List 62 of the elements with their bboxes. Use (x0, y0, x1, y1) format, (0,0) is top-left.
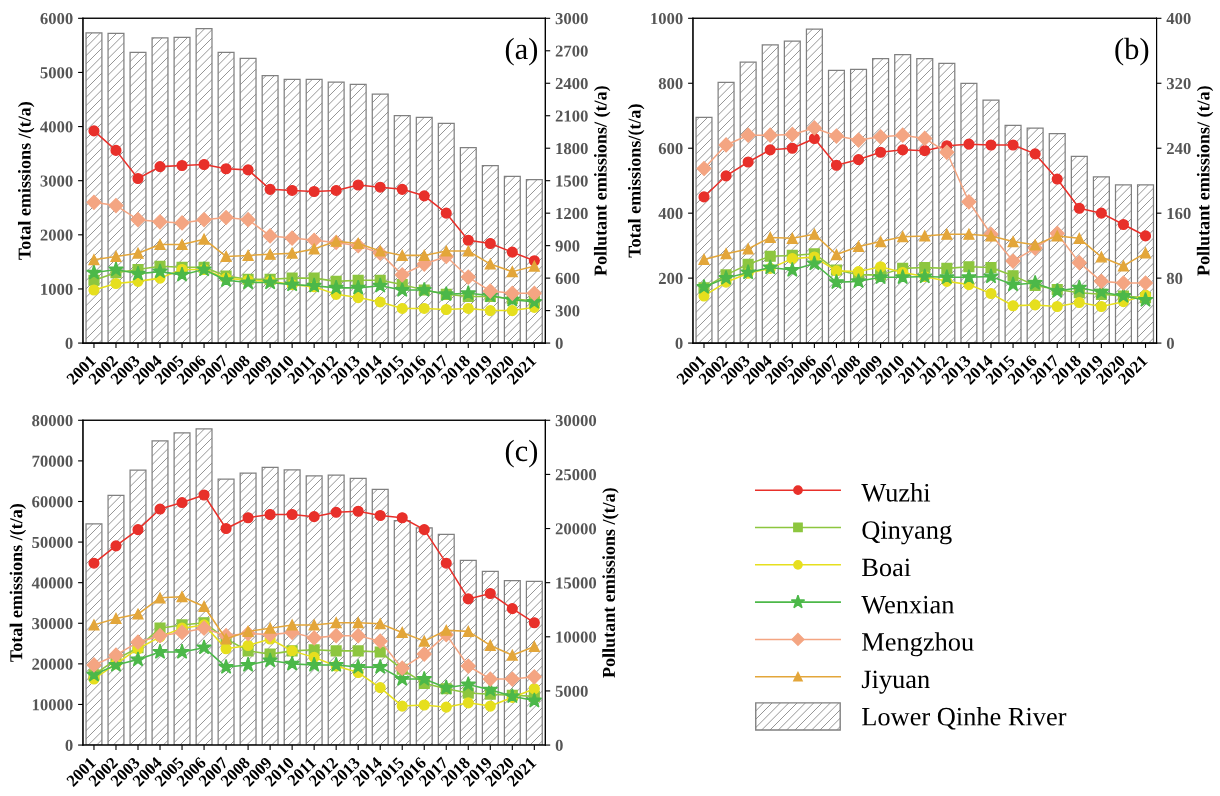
y-tick-label: 600 (658, 142, 683, 155)
y2-tick-label: 900 (555, 240, 580, 252)
y-axis-title: Total emissions/(t/a) (627, 104, 645, 258)
y2-tick-label: 0 (1166, 337, 1174, 350)
annotation: (c) (505, 439, 538, 468)
y2-tick-label: 160 (1167, 207, 1191, 220)
y2-tick-label: 20000 (555, 523, 597, 535)
y2-tick-label: 2700 (555, 45, 588, 57)
y-tick-label: 3000 (40, 175, 73, 187)
legend-label: Lower Qinhe River (862, 707, 1067, 730)
y2-axis-title: Pollutant emissions/ (t/a) (593, 86, 611, 276)
y-tick-label: 0 (65, 337, 73, 350)
y-tick-label: 2000 (40, 229, 73, 241)
y-tick-label: 1000 (651, 13, 683, 25)
y2-tick-label: 25000 (555, 469, 597, 481)
y2-tick-label: 400 (1166, 13, 1191, 25)
legend-label: Jiyuan (861, 670, 930, 694)
legend-label: Wenxian (861, 595, 955, 614)
y2-tick-label: 300 (555, 305, 580, 317)
y-tick-label: 50000 (32, 536, 73, 549)
y-tick-label: 0 (675, 337, 683, 350)
y2-tick-label: 2100 (555, 110, 588, 122)
y2-tick-label: 10000 (556, 631, 597, 643)
legend-label: Boai (862, 558, 911, 577)
legend-label: Mengzhou (862, 632, 974, 657)
legend-label: Qinyang (862, 521, 952, 545)
y2-tick-label: 0 (555, 337, 563, 350)
y-axis-title: Total emissions /(t/a) (17, 102, 35, 260)
y2-axis-title: Pollutant emissions /(t/a) (602, 488, 619, 678)
legend-label: Wuzhi (861, 483, 931, 502)
y-tick-label: 40000 (31, 577, 73, 589)
y2-tick-label: 2400 (555, 77, 588, 90)
y2-tick-label: 80 (1166, 272, 1183, 285)
y-tick-label: 80000 (32, 414, 73, 427)
y2-tick-label: 5000 (555, 685, 588, 697)
annotation: (a) (505, 37, 538, 66)
y2-tick-label: 30000 (555, 414, 597, 427)
y2-tick-label: 1800 (556, 142, 588, 155)
y2-tick-label: 600 (555, 272, 580, 285)
y-tick-label: 200 (658, 272, 683, 285)
y2-tick-label: 15000 (556, 577, 597, 589)
y-tick-label: 70000 (32, 455, 73, 467)
y-tick-label: 20000 (32, 658, 73, 670)
y-tick-label: 800 (658, 77, 683, 90)
y-tick-label: 30000 (32, 617, 73, 630)
y-tick-label: 4000 (40, 121, 73, 133)
y-tick-label: 1000 (41, 283, 73, 295)
y-tick-label: 400 (658, 207, 683, 220)
y2-tick-label: 1500 (556, 175, 588, 187)
y2-tick-label: 3000 (555, 13, 588, 25)
annotation: (b) (1115, 37, 1149, 66)
y-tick-label: 5000 (40, 67, 73, 79)
y2-tick-label: 320 (1166, 77, 1191, 90)
y2-tick-label: 0 (555, 739, 563, 751)
y2-axis-title: Pollutant emissions/ (t/a) (1196, 86, 1214, 276)
y-axis-title: Total emissions /(t/a) (9, 504, 27, 662)
y-tick-label: 10000 (32, 699, 73, 711)
y2-tick-label: 1200 (556, 207, 588, 220)
y-tick-label: 6000 (40, 13, 73, 25)
y-tick-label: 60000 (32, 496, 73, 508)
y-tick-label: 0 (65, 739, 73, 751)
y2-tick-label: 240 (1166, 142, 1191, 155)
